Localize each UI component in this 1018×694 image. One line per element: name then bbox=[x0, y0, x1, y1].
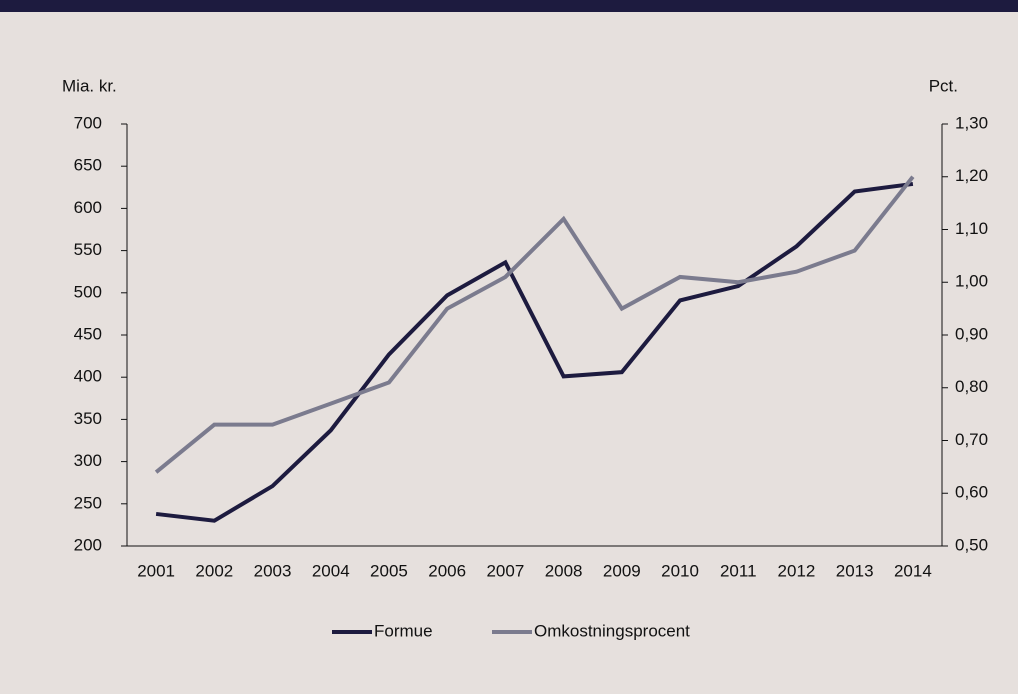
x-tick-label: 2013 bbox=[836, 561, 874, 580]
y2-tick-label: 0,70 bbox=[955, 430, 988, 449]
y-tick-label: 400 bbox=[74, 367, 102, 386]
y2-tick-label: 0,90 bbox=[955, 324, 988, 343]
x-tick-label: 2008 bbox=[545, 561, 583, 580]
y2-tick-label: 1,20 bbox=[955, 166, 988, 185]
x-tick-label: 2011 bbox=[720, 561, 757, 580]
y-tick-label: 300 bbox=[74, 451, 102, 470]
series-line bbox=[154, 175, 915, 474]
x-tick-label: 2014 bbox=[894, 561, 932, 580]
y-tick-label: 650 bbox=[74, 156, 102, 175]
y-tick-label: 250 bbox=[74, 493, 102, 512]
y-tick-label: 600 bbox=[74, 198, 102, 217]
x-tick-label: 2005 bbox=[370, 561, 408, 580]
y2-tick-label: 0,50 bbox=[955, 535, 988, 554]
y2-tick-label: 0,80 bbox=[955, 377, 988, 396]
y2-tick-label: 1,30 bbox=[955, 113, 988, 132]
x-tick-label: 2007 bbox=[486, 561, 524, 580]
x-tick-label: 2002 bbox=[195, 561, 233, 580]
y2-tick-label: 1,00 bbox=[955, 272, 988, 291]
y-tick-label: 500 bbox=[74, 282, 102, 301]
y-axis-label: Mia. kr. bbox=[62, 76, 117, 95]
y-tick-label: 350 bbox=[74, 409, 102, 428]
x-tick-label: 2004 bbox=[312, 561, 350, 580]
y-tick-label: 200 bbox=[74, 535, 102, 554]
x-tick-label: 2003 bbox=[254, 561, 292, 580]
legend-label: Omkostningsprocent bbox=[534, 621, 690, 640]
y2-axis-label: Pct. bbox=[929, 76, 958, 95]
y-tick-label: 450 bbox=[74, 324, 102, 343]
y-tick-label: 700 bbox=[74, 113, 102, 132]
y-tick-label: 550 bbox=[74, 240, 102, 259]
series-line bbox=[155, 181, 914, 523]
x-tick-label: 2012 bbox=[778, 561, 816, 580]
legend-label: Formue bbox=[374, 621, 433, 640]
x-tick-label: 2009 bbox=[603, 561, 641, 580]
header-bar bbox=[0, 0, 1018, 12]
y2-tick-label: 1,10 bbox=[955, 219, 988, 238]
x-tick-label: 2001 bbox=[137, 561, 175, 580]
x-tick-label: 2006 bbox=[428, 561, 466, 580]
y2-tick-label: 0,60 bbox=[955, 483, 988, 502]
x-tick-label: 2010 bbox=[661, 561, 699, 580]
